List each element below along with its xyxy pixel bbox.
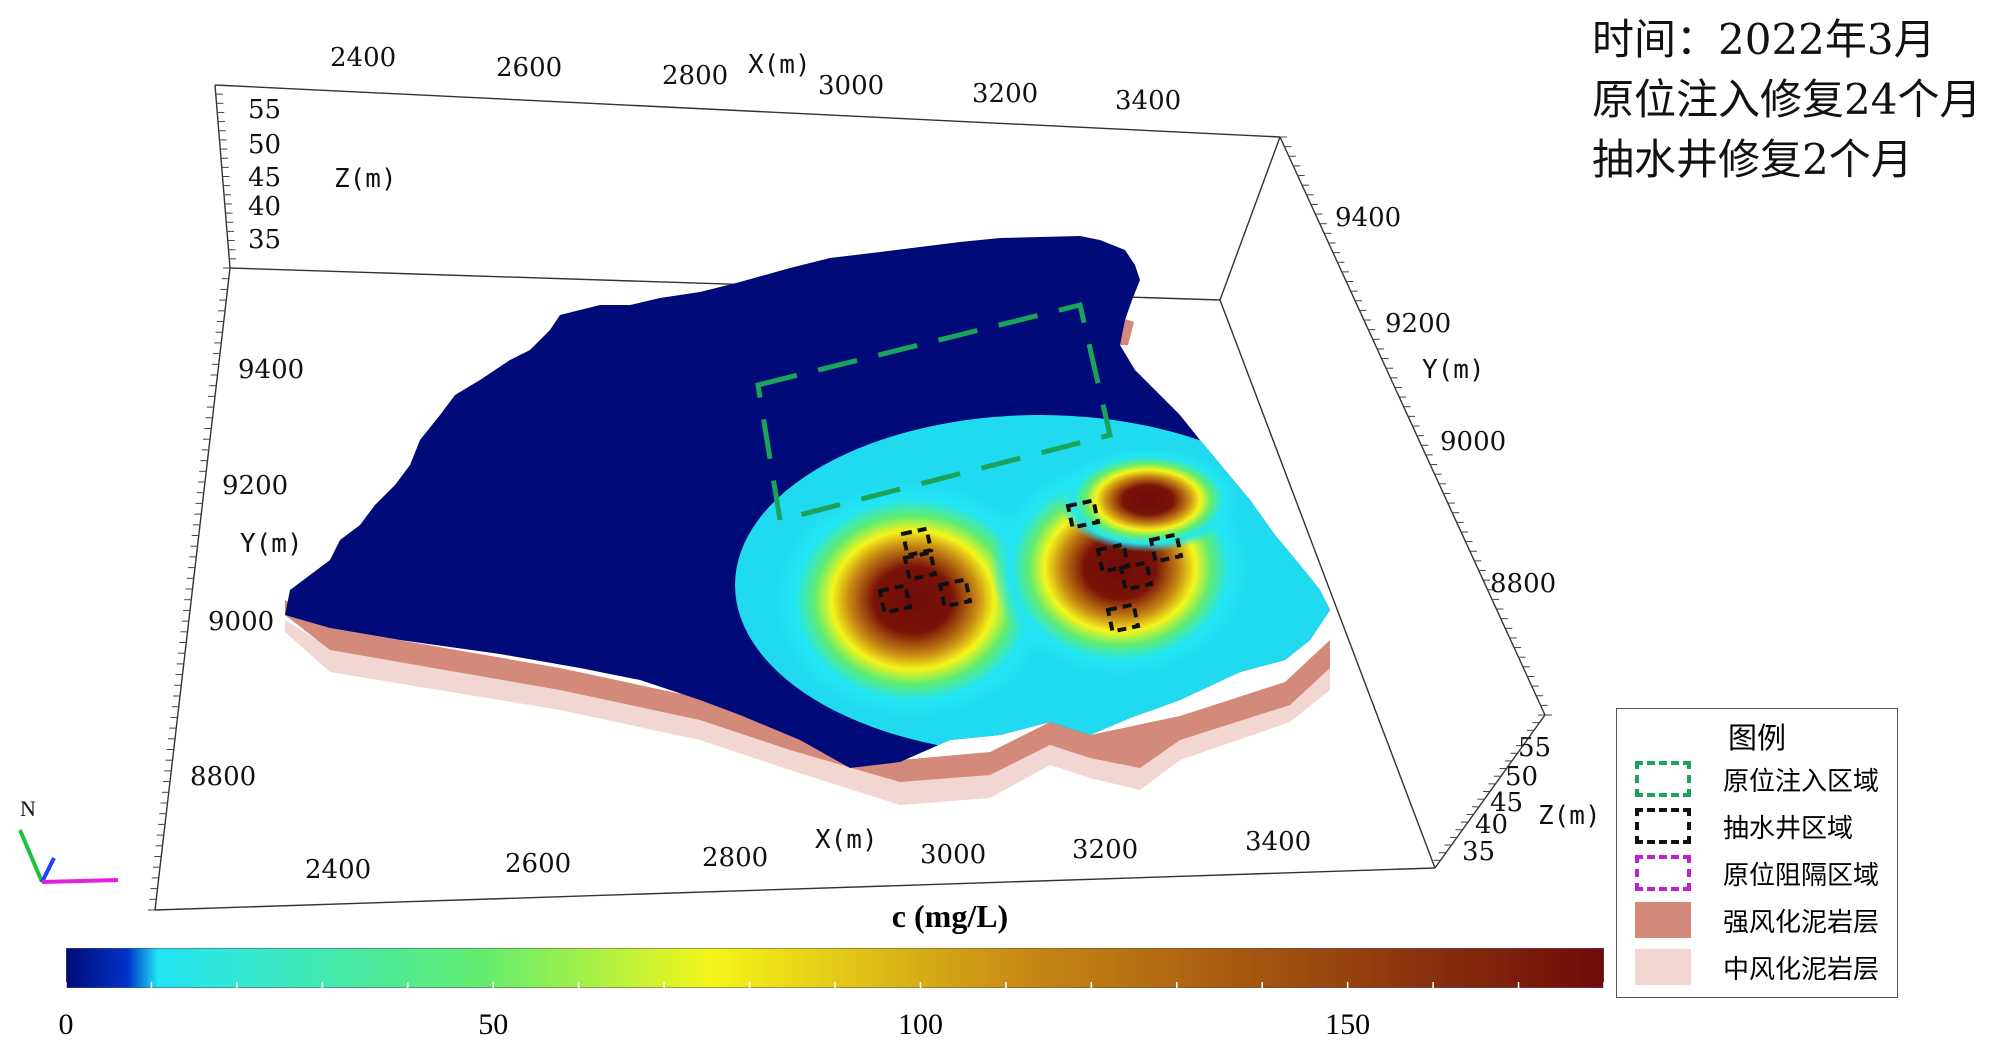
well-box [1095,542,1131,574]
x-tick-bottom: 3200 [1072,835,1138,865]
compass-axis-magenta [41,878,119,884]
compass-axis-blue [40,857,56,883]
colorbar-minor-ticks [66,982,1604,988]
legend-item-label: 原位阻隔区域 [1723,860,1880,891]
well-box [1065,498,1101,530]
x-tick-top: 3000 [818,71,884,101]
colorbar-tick-label: 0 [58,1008,74,1041]
y-tick-left: 9200 [222,471,288,501]
legend-title: 图例 [1727,721,1786,755]
injection-duration: 原位注入修复24个月 [1592,75,1982,124]
x-tick-top: 2800 [662,61,728,91]
scenario-info: 时间：2022年3月 原位注入修复24个月 抽水井修复2个月 [1592,10,1981,190]
well-box [877,583,913,615]
axis-ticks: 2400 2400 2600 2600 2800 2800 3000 3000 3200 3200… [148,43,1556,911]
legend-item-label: 强风化泥岩层 [1723,907,1880,938]
well-box [1148,532,1184,564]
concentration-field [285,236,1330,768]
legend-fill-swatch [1635,902,1691,938]
z-tick-right: 45 [1490,788,1523,818]
well-box [1105,602,1141,634]
y-axis-label-left: Y(m) [240,529,303,559]
plume-west [773,480,1053,720]
north-compass: N [18,796,119,884]
well-box [902,550,938,582]
legend-item: 原位注入区域 [1635,759,1879,799]
y-tick-right: 9200 [1385,309,1451,339]
x-axis-label-top: X(m) [748,50,811,80]
north-label: N [20,796,36,821]
legend-dashed-swatch [1635,808,1691,844]
legend-item-label: 原位注入区域 [1723,766,1880,797]
x-tick-bottom: 2800 [702,843,768,873]
well-box [900,526,934,558]
legend-dashed-swatch [1635,855,1691,891]
colorbar-gradient [66,948,1604,988]
well-box [937,577,973,609]
y-tick-left: 9000 [208,607,274,637]
legend-dashed-swatch [1635,761,1691,797]
z-tick-left: 35 [248,225,281,255]
y-tick-right: 9400 [1335,203,1401,233]
well-box [1118,560,1154,592]
y-tick-left: 9400 [238,355,304,385]
legend-fill-swatch [1635,949,1691,985]
z-tick-left: 55 [248,95,281,125]
compass-axis-green [18,829,44,883]
x-tick-bottom: 3400 [1245,827,1311,857]
moderately-weathered-mudstone-layer [285,620,1330,805]
x-tick-bottom: 3000 [920,840,986,870]
time-label: 时间：2022年3月 [1592,15,1936,64]
legend-item: 原位阻隔区域 [1635,853,1879,893]
z-tick-right: 50 [1505,762,1538,792]
legend-item: 抽水井区域 [1635,806,1853,846]
legend-item-label: 中风化泥岩层 [1723,954,1880,985]
z-axis-label-right: Z(m) [1538,801,1601,831]
x-tick-top: 3200 [972,79,1038,109]
z-tick-right: 40 [1475,810,1508,840]
z-axis-label-left: Z(m) [334,164,397,194]
y-tick-right: 9000 [1440,427,1506,457]
x-tick-bottom: 2600 [505,849,571,879]
plume-north-east [1058,448,1238,552]
colorbar-tick-label: 150 [1325,1008,1371,1041]
legend-item: 强风化泥岩层 [1635,900,1879,940]
colorbar-tick-labels: 0 50 100 150 [0,1008,1700,1048]
z-tick-left: 40 [248,192,281,222]
legend-item-label: 抽水井区域 [1723,813,1854,844]
x-tick-top: 3400 [1115,86,1181,116]
legend: 图例 原位注入区域 抽水井区域原位阻隔区域 强风化泥岩层 中风化泥岩层 [1616,708,1898,998]
x-tick-top: 2400 [330,43,396,73]
colorbar [66,948,1604,988]
pumping-duration: 抽水井修复2个月 [1592,135,1913,184]
y-tick-left: 8800 [190,762,256,792]
pumping-wells [877,498,1184,634]
y-axis-label-right: Y(m) [1422,355,1485,385]
legend-item: 中风化泥岩层 [1635,947,1879,987]
z-tick-left: 45 [248,163,281,193]
colorbar-tick-label: 100 [897,1008,943,1041]
y-tick-right: 8800 [1490,569,1556,599]
x-axis-label-bottom: X(m) [815,825,878,855]
colorbar-title: c (mg/L) [891,898,1009,934]
colorbar-tick-label: 50 [478,1008,509,1041]
x-tick-bottom: 2400 [305,855,371,885]
strongly-weathered-mudstone-layer [285,600,1330,782]
x-tick-top: 2600 [496,53,562,83]
z-tick-left: 50 [248,130,281,160]
injection-zone-outline [755,301,1113,524]
z-tick-right: 35 [1462,837,1495,867]
